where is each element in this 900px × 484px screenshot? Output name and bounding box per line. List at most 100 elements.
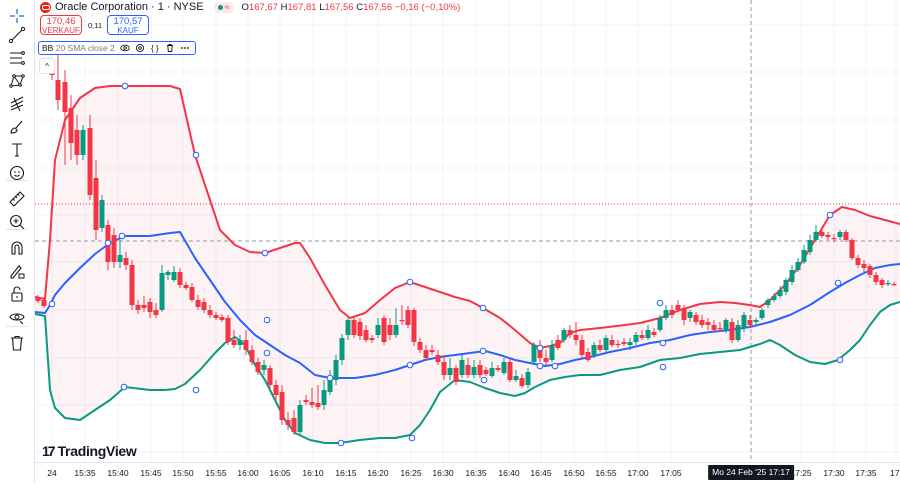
trash-icon[interactable] bbox=[165, 43, 175, 53]
candle-body bbox=[621, 342, 627, 344]
brush-icon bbox=[10, 120, 23, 134]
brush-tool-button[interactable] bbox=[6, 116, 28, 138]
candle-body bbox=[249, 350, 255, 362]
indicator-legend-bb[interactable]: BB 20 SMA close 2 { } bbox=[38, 41, 196, 55]
upper-band-line bbox=[35, 85, 900, 349]
candle-body bbox=[669, 310, 675, 315]
time-tick-label: 16:50 bbox=[563, 468, 585, 478]
tradingview-logo[interactable]: 17 TradingView bbox=[42, 443, 137, 459]
prediction-tool-button[interactable] bbox=[6, 93, 28, 115]
candle-body bbox=[573, 335, 579, 340]
more-options-icon[interactable] bbox=[180, 43, 190, 53]
time-tick-label: 15:40 bbox=[107, 468, 129, 478]
market-status-badge[interactable]: ≈ bbox=[213, 1, 234, 13]
candle-body bbox=[183, 285, 189, 288]
candle-body bbox=[615, 344, 621, 346]
collapse-legend-button[interactable]: ^ bbox=[39, 58, 55, 74]
candle-body bbox=[879, 280, 885, 285]
trend-line-tool-button[interactable] bbox=[6, 24, 28, 46]
candle-body bbox=[477, 365, 483, 375]
candle-body bbox=[483, 370, 489, 374]
time-tick-label: 16:55 bbox=[595, 468, 617, 478]
candle-body bbox=[231, 340, 237, 345]
candle-body bbox=[141, 305, 147, 308]
candle-body bbox=[435, 355, 441, 362]
candle-body bbox=[117, 255, 123, 262]
eye-icon bbox=[9, 313, 25, 325]
lock-drawing-tool-button[interactable] bbox=[6, 260, 28, 282]
lower-band-line bbox=[35, 301, 900, 444]
buy-button[interactable]: 170,57 KAUF bbox=[107, 15, 149, 35]
band-anchor-point bbox=[836, 356, 844, 364]
candle-body bbox=[80, 130, 86, 155]
candle-body bbox=[441, 362, 447, 375]
band-anchor-point bbox=[536, 344, 544, 352]
candle-body bbox=[237, 340, 243, 345]
time-tick-label: 16:45 bbox=[530, 468, 552, 478]
ohlc-values: O167,67 H167,81 L167,56 C167,56 −0,16 (−… bbox=[241, 1, 461, 13]
candle-body bbox=[873, 275, 879, 282]
band-anchor-point bbox=[261, 249, 269, 257]
candle-body bbox=[795, 262, 801, 270]
candle-body bbox=[381, 318, 387, 342]
trash-tool-button[interactable] bbox=[6, 332, 28, 354]
sell-button[interactable]: 170,46 VERKAUF bbox=[40, 15, 82, 35]
time-tick-label: 16:05 bbox=[269, 468, 291, 478]
candlestick-chart[interactable] bbox=[35, 0, 900, 483]
candle-body bbox=[843, 232, 849, 240]
zoom-in-tool-button[interactable] bbox=[6, 211, 28, 233]
symbol-title[interactable]: Oracle Corporation · 1 · NYSE bbox=[55, 1, 204, 13]
candle-body bbox=[327, 380, 333, 392]
candle-body bbox=[159, 273, 165, 310]
candle-body bbox=[549, 345, 555, 360]
candle-body bbox=[735, 325, 741, 340]
candle-body bbox=[87, 128, 93, 195]
time-tick-label: 17: bbox=[890, 468, 900, 478]
text-tool-button[interactable] bbox=[6, 139, 28, 161]
candle-body bbox=[801, 250, 807, 262]
candle-body bbox=[603, 338, 609, 350]
candle-body bbox=[645, 330, 651, 338]
candle-body bbox=[68, 108, 74, 143]
time-axis[interactable]: 24 15:35 15:40 15:45 15:50 15:55 16:00 16:05 16:… bbox=[35, 462, 900, 484]
crosshair-tool-button[interactable] bbox=[6, 5, 28, 27]
fib-retracement-tool-button[interactable] bbox=[6, 47, 28, 69]
time-tick-label: 17:35 bbox=[855, 468, 877, 478]
candle-body bbox=[687, 312, 693, 318]
pattern-tool-button[interactable] bbox=[6, 70, 28, 92]
emoji-icon bbox=[9, 165, 25, 181]
magnet-tool-button[interactable] bbox=[6, 237, 28, 259]
drawing-toolbar bbox=[0, 0, 35, 483]
candle-body bbox=[489, 368, 495, 376]
eye-tool-button[interactable] bbox=[6, 306, 28, 328]
unlock-tool-button[interactable] bbox=[6, 283, 28, 305]
band-anchor-point bbox=[337, 439, 345, 447]
chart-area[interactable] bbox=[35, 0, 900, 483]
candle-body bbox=[627, 342, 633, 345]
time-tick-label: 15:50 bbox=[172, 468, 194, 478]
candle-body bbox=[429, 350, 435, 352]
source-code-icon[interactable]: { } bbox=[150, 43, 159, 53]
candle-body bbox=[585, 352, 591, 360]
time-tick-label: 15:45 bbox=[140, 468, 162, 478]
band-anchor-point bbox=[326, 374, 334, 382]
candle-body bbox=[405, 310, 411, 325]
zoom-in-icon bbox=[9, 214, 25, 230]
eye-icon[interactable] bbox=[120, 43, 130, 53]
emoji-tool-button[interactable] bbox=[6, 162, 28, 184]
candle-body bbox=[213, 315, 219, 318]
ruler-tool-button[interactable] bbox=[6, 188, 28, 210]
trash-icon bbox=[11, 335, 23, 351]
candle-body bbox=[423, 350, 429, 358]
candle-body bbox=[243, 340, 249, 350]
tradingview-mark-icon: 17 bbox=[42, 443, 56, 459]
band-anchor-point bbox=[120, 383, 128, 391]
candle-body bbox=[849, 240, 855, 258]
candle-body bbox=[363, 330, 369, 340]
time-tick-label: 17:30 bbox=[823, 468, 845, 478]
candle-body bbox=[495, 368, 501, 370]
symbol-legend: Oracle Corporation · 1 · NYSE ≈ O167,67 … bbox=[40, 1, 460, 13]
candle-body bbox=[867, 266, 873, 275]
settings-icon[interactable] bbox=[135, 43, 145, 53]
candle-body bbox=[513, 376, 519, 380]
